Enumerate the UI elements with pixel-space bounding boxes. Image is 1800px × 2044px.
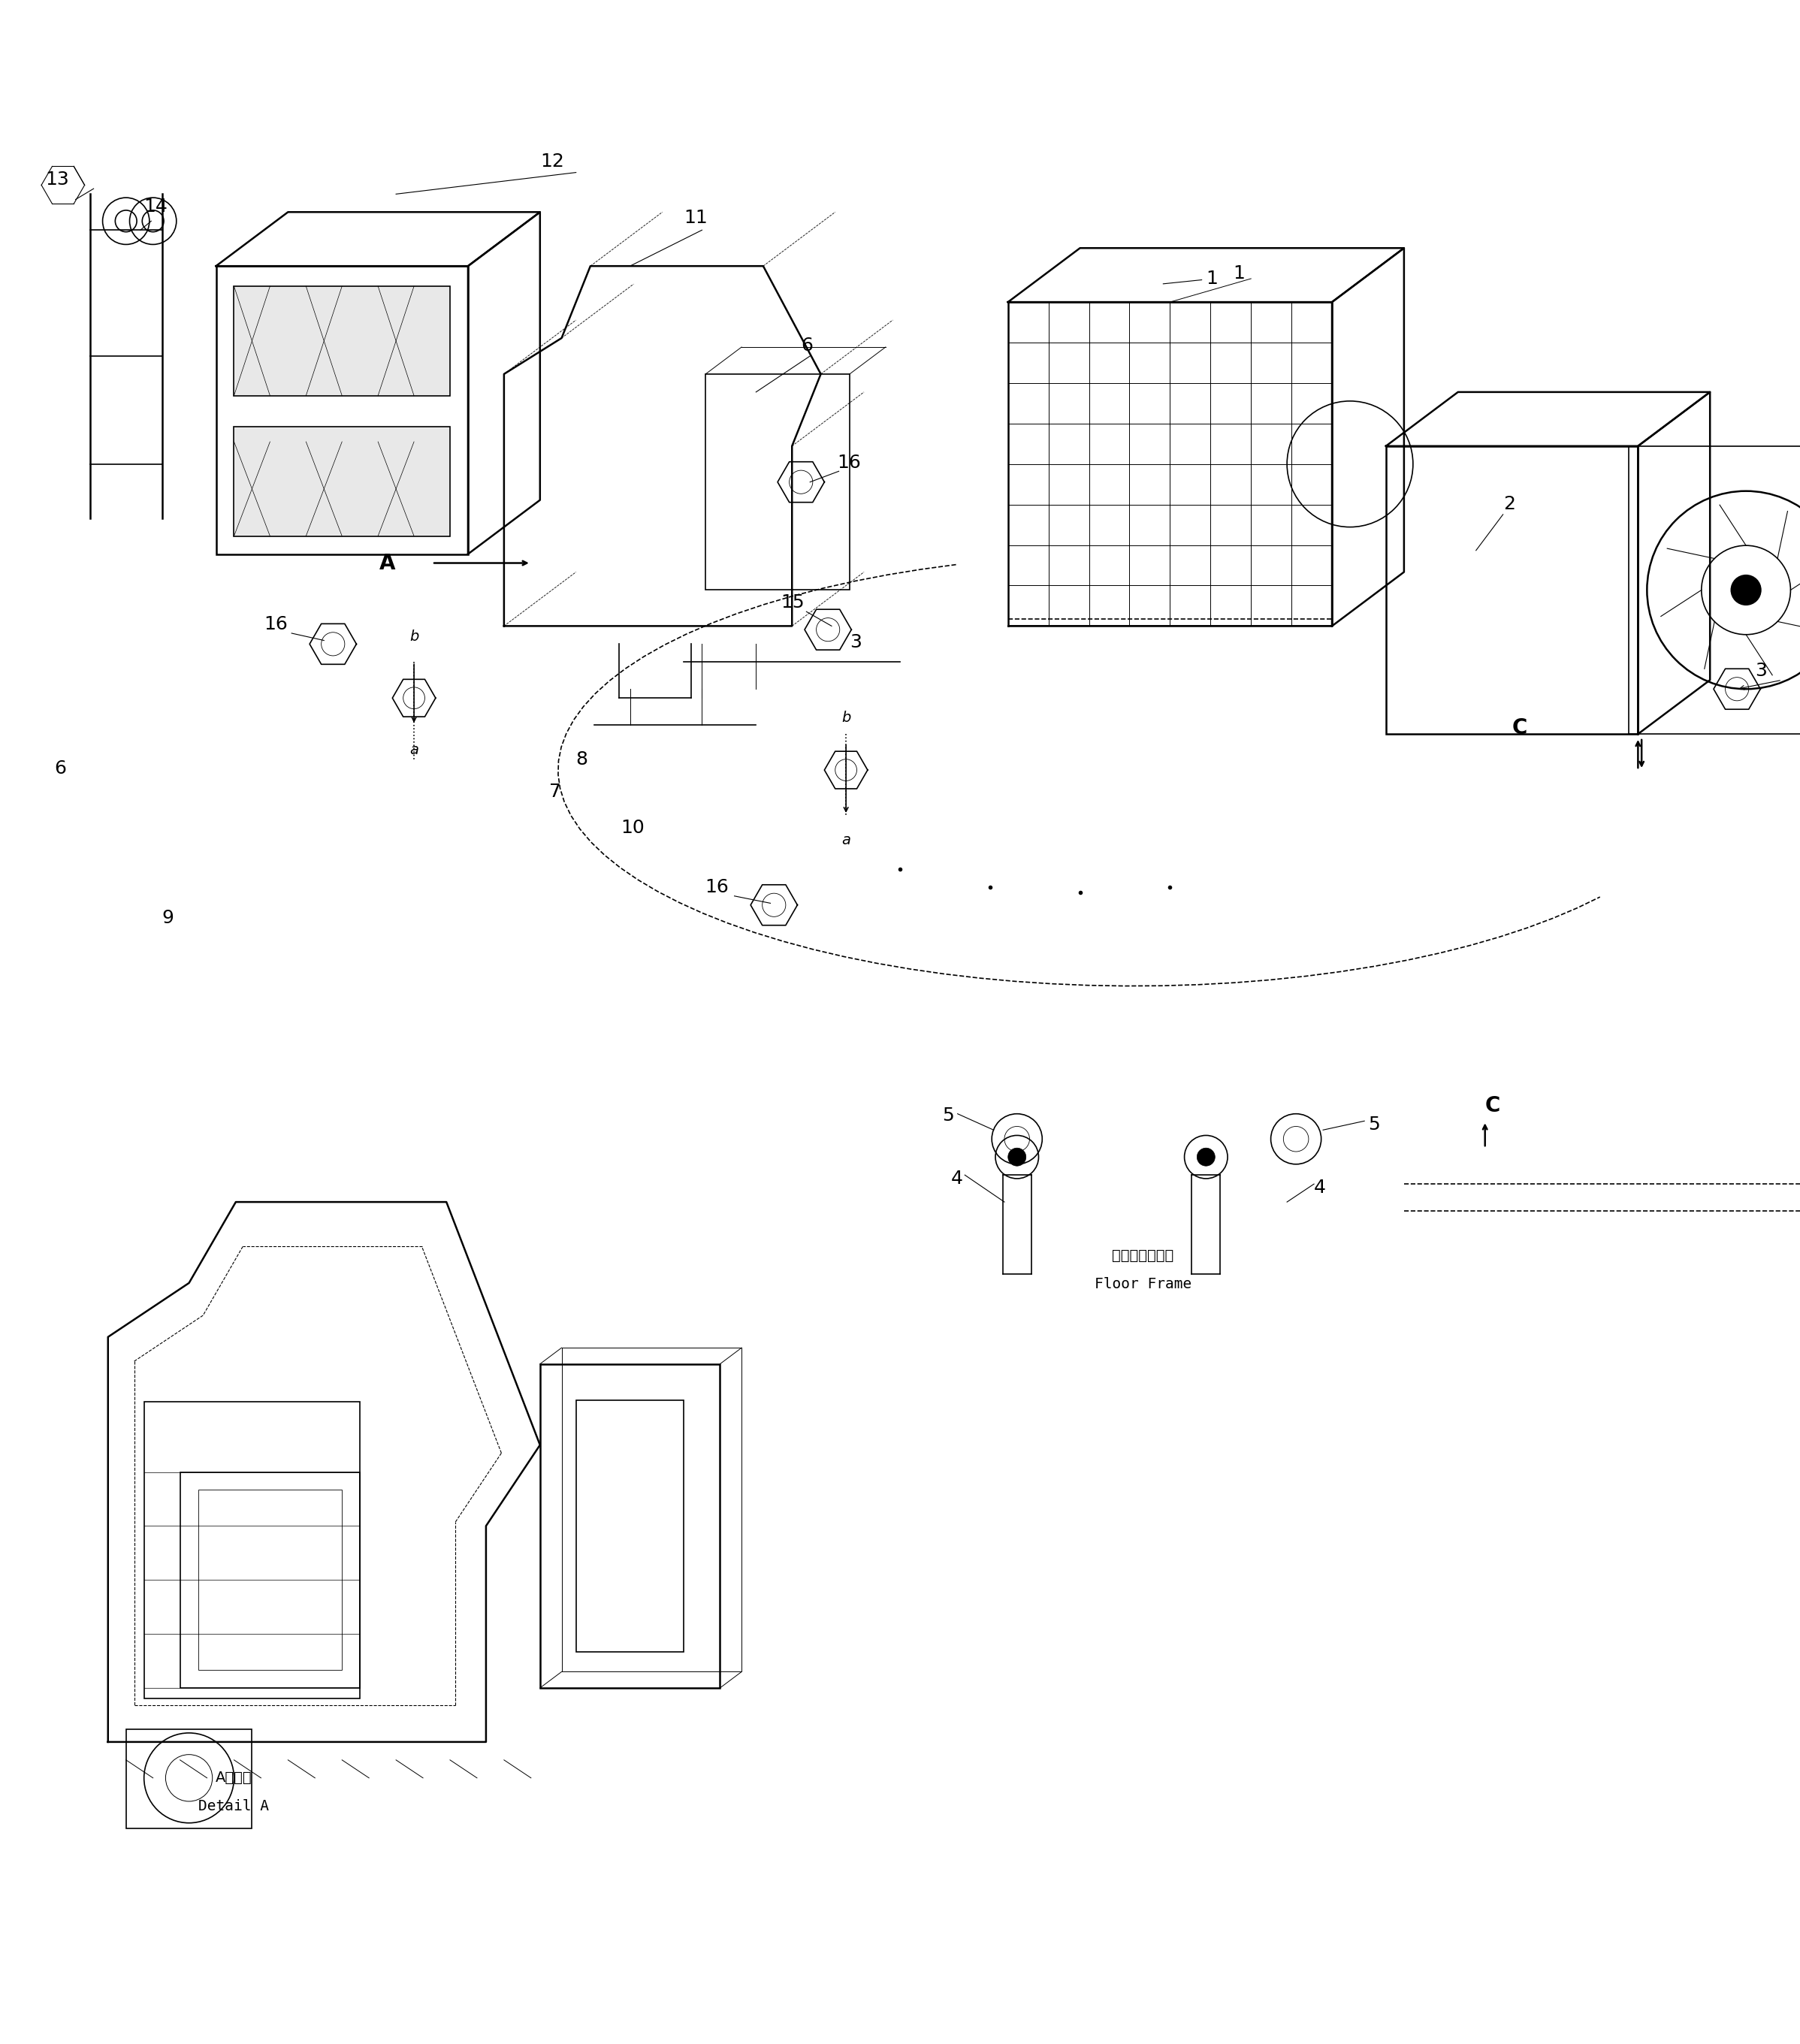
Text: b: b	[841, 711, 851, 726]
Text: 1: 1	[1163, 270, 1219, 288]
Text: 10: 10	[621, 820, 644, 836]
Bar	[198, 1490, 342, 1670]
Text: Floor Frame: Floor Frame	[1094, 1278, 1192, 1292]
Bar	[1629, 446, 1800, 734]
Text: 1: 1	[1233, 264, 1246, 282]
Bar	[540, 1363, 720, 1688]
Circle shape	[1197, 1149, 1215, 1165]
Text: 9: 9	[162, 910, 175, 926]
Text: b: b	[409, 630, 419, 644]
Text: 11: 11	[684, 208, 707, 227]
Text: 15: 15	[781, 593, 805, 611]
Text: 14: 14	[144, 198, 167, 217]
Text: 6: 6	[54, 760, 67, 777]
Text: a: a	[841, 834, 851, 848]
Text: 7: 7	[549, 783, 562, 801]
Text: 6: 6	[801, 337, 814, 354]
Text: C: C	[1512, 717, 1528, 738]
Text: 16: 16	[706, 879, 729, 895]
Bar	[144, 1402, 360, 1699]
Text: 3: 3	[1755, 662, 1768, 681]
Bar	[1386, 446, 1638, 734]
Text: フロアフレーム: フロアフレーム	[1112, 1249, 1174, 1263]
Text: 16: 16	[837, 454, 860, 472]
Text: 3: 3	[850, 634, 862, 652]
Bar	[706, 374, 850, 591]
Text: 5: 5	[941, 1106, 954, 1124]
Text: 12: 12	[540, 153, 563, 172]
Bar	[234, 286, 450, 397]
Text: 4: 4	[1314, 1179, 1327, 1196]
Bar	[180, 1472, 360, 1688]
Text: Detail A: Detail A	[198, 1799, 270, 1813]
Text: 16: 16	[265, 615, 288, 634]
Text: 8: 8	[576, 750, 589, 769]
Bar	[576, 1400, 684, 1652]
Text: A: A	[380, 552, 394, 574]
Text: A　詳細: A 詳細	[216, 1770, 252, 1784]
Circle shape	[1008, 1149, 1026, 1165]
Text: 4: 4	[950, 1169, 963, 1188]
Text: C: C	[1485, 1096, 1501, 1116]
Bar	[126, 1729, 252, 1827]
Bar	[234, 427, 450, 536]
Text: 2: 2	[1503, 495, 1516, 513]
Bar	[216, 266, 468, 554]
Text: a: a	[409, 744, 419, 756]
Circle shape	[1732, 574, 1760, 605]
Text: 13: 13	[45, 172, 68, 188]
Text: 5: 5	[1368, 1116, 1381, 1134]
